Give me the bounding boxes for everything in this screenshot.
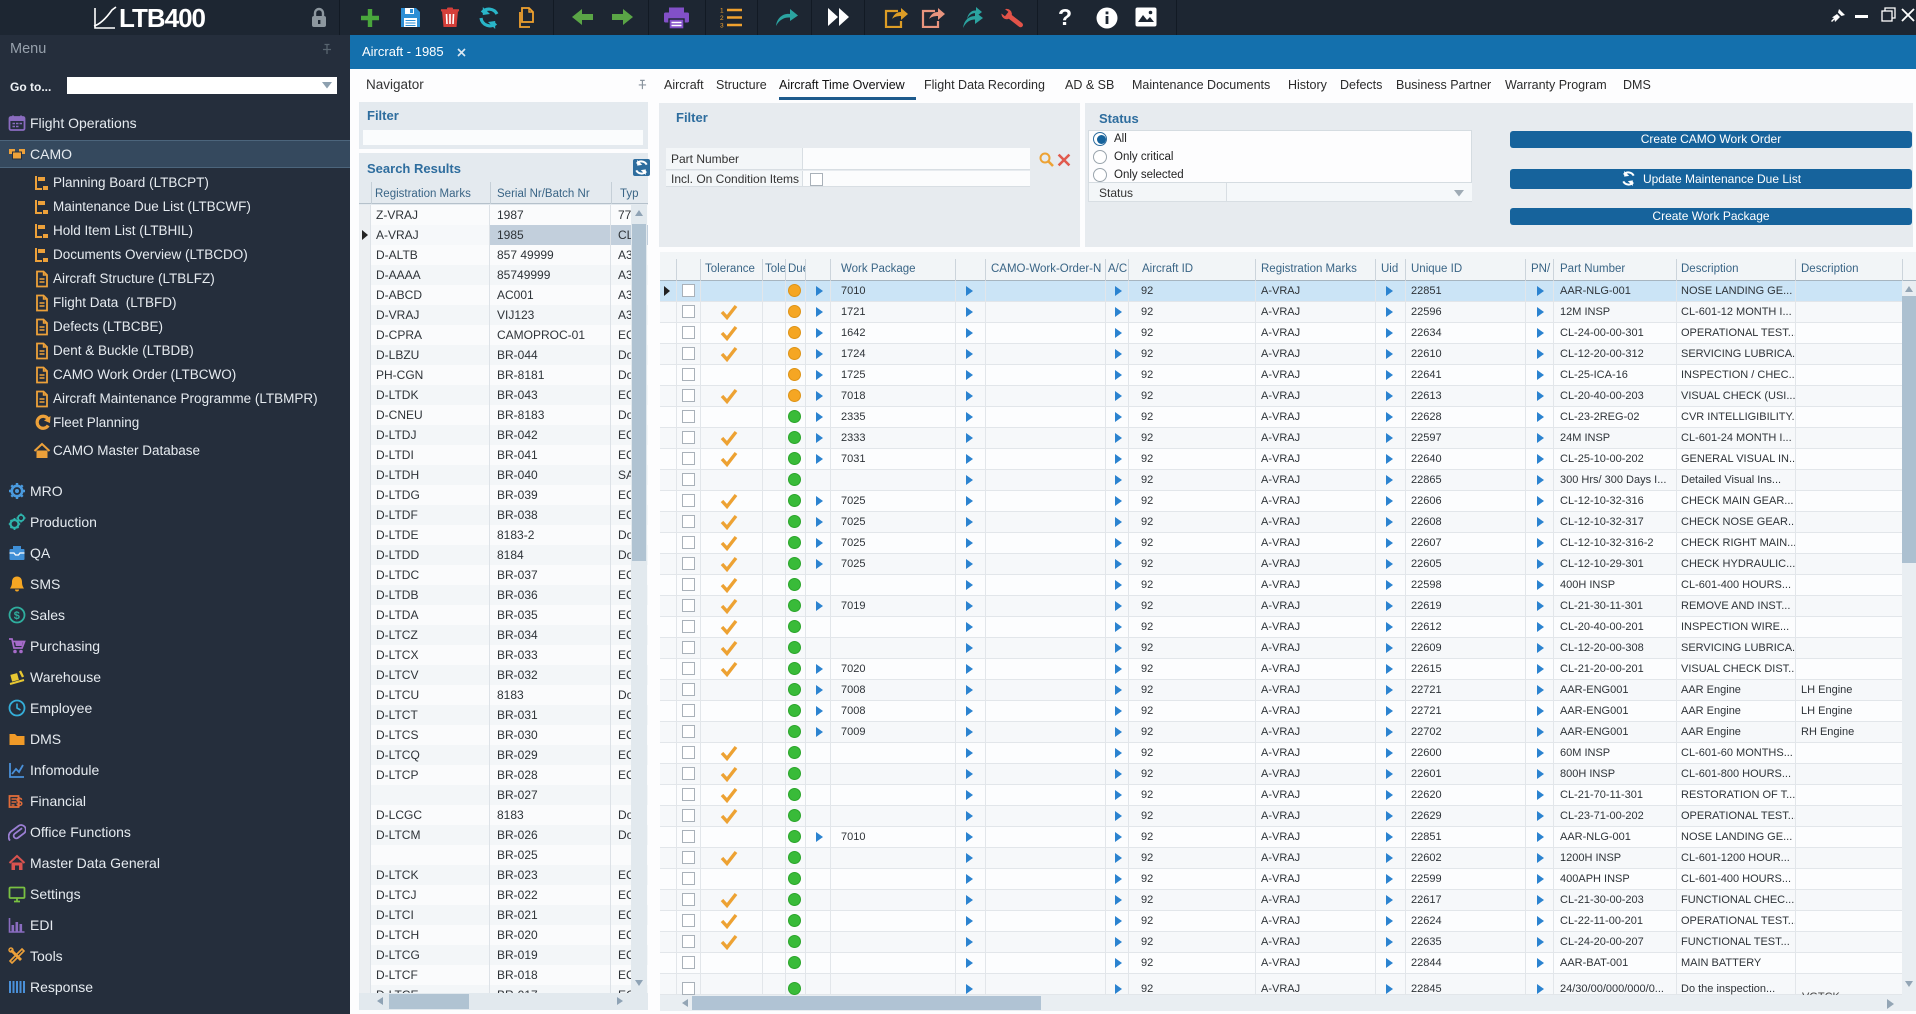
svg-text:$: $ — [14, 610, 20, 622]
svg-text:2: 2 — [720, 15, 724, 22]
svg-text:$: $ — [16, 795, 23, 809]
svg-text:3: 3 — [720, 23, 724, 29]
svg-text:1: 1 — [720, 8, 724, 15]
